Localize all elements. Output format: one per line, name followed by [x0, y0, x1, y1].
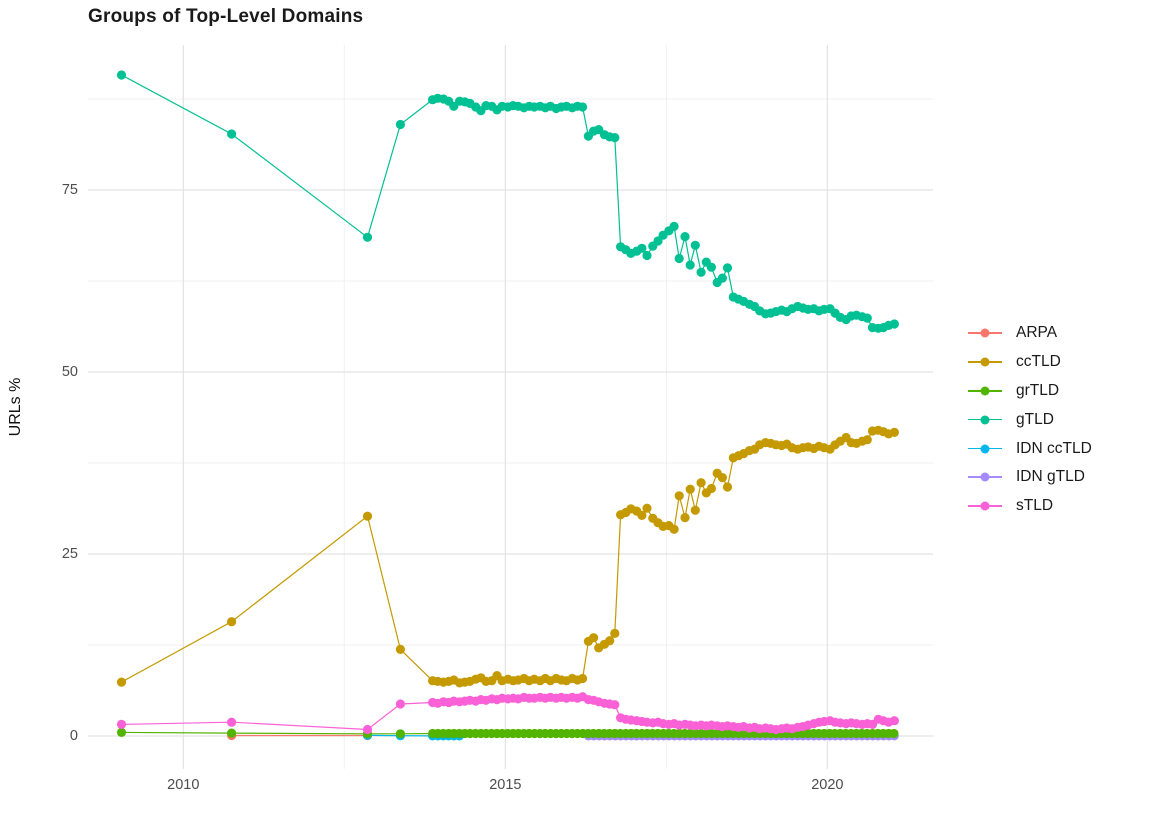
data-point: [706, 483, 717, 494]
legend-label: sTLD: [1016, 497, 1054, 515]
data-point: [889, 716, 900, 726]
data-point: [227, 617, 237, 627]
data-point: [669, 524, 679, 534]
series-stld: [116, 692, 900, 735]
x-tick-label: 2015: [489, 777, 522, 793]
data-point: [116, 70, 127, 80]
data-point: [680, 232, 690, 242]
y-tick-label: 25: [61, 546, 78, 563]
series-cctld: [116, 425, 900, 688]
data-point: [674, 491, 684, 501]
data-point: [680, 513, 690, 523]
chart-title: Groups of Top-Level Domains: [88, 6, 364, 27]
legend-item-cctld: ccTLD: [968, 348, 1092, 377]
data-point: [642, 503, 652, 513]
legend-key-icon: [968, 440, 1002, 458]
data-point: [862, 313, 872, 323]
data-point: [395, 644, 405, 655]
legend: ARPA ccTLD grTLD gTLD IDN ccTLD IDN gTLD sTLD: [968, 319, 1092, 521]
legend-key-icon: [968, 324, 1002, 342]
data-point: [395, 119, 405, 130]
data-point: [674, 253, 684, 264]
data-point: [685, 260, 695, 270]
legend-label: grTLD: [1016, 381, 1060, 399]
data-point: [696, 478, 706, 488]
data-point: [227, 717, 237, 727]
x-tick-label: 2020: [811, 777, 844, 793]
data-point: [605, 636, 615, 646]
data-point: [722, 263, 733, 273]
legend-item-gtld: gTLD: [968, 405, 1092, 434]
data-point: [116, 719, 127, 730]
legend-label: ccTLD: [1016, 353, 1061, 371]
data-point: [395, 699, 405, 709]
data-point: [362, 724, 373, 735]
legend-key-icon: [968, 382, 1002, 400]
data-point: [395, 729, 405, 739]
data-point: [717, 273, 728, 283]
legend-label: ARPA: [1016, 324, 1058, 342]
data-point: [690, 505, 700, 515]
data-point: [589, 633, 599, 643]
data-point: [642, 250, 652, 261]
series-arpa: [227, 730, 373, 741]
data-point: [578, 102, 588, 112]
data-point: [669, 221, 679, 231]
legend-item-stld: sTLD: [968, 492, 1092, 521]
legend-item-idn-gtld: IDN gTLD: [968, 463, 1092, 492]
data-point: [610, 628, 620, 639]
data-point: [637, 243, 647, 253]
data-point: [696, 267, 706, 277]
data-point: [889, 427, 900, 437]
data-point: [690, 240, 700, 250]
series-line: [121, 74, 895, 329]
legend-item-arpa: ARPA: [968, 319, 1092, 348]
legend-label: gTLD: [1016, 410, 1054, 428]
legend-item-idn-cctld: IDN ccTLD: [968, 434, 1092, 463]
x-tick-label: 2010: [167, 777, 200, 793]
data-point: [889, 728, 899, 739]
y-tick-label: 50: [61, 364, 78, 381]
data-point: [862, 435, 872, 445]
legend-label: IDN gTLD: [1016, 468, 1085, 486]
data-point: [116, 727, 127, 738]
series-gtld: [116, 70, 900, 333]
legend-key-icon: [968, 353, 1002, 371]
y-tick-label: 0: [69, 728, 78, 745]
data-point: [889, 319, 900, 329]
legend-key-icon: [968, 411, 1002, 429]
legend-key-icon: [968, 468, 1002, 486]
data-point: [706, 262, 717, 272]
legend-label: IDN ccTLD: [1016, 439, 1092, 457]
data-point: [116, 677, 127, 687]
data-point: [578, 673, 588, 684]
data-point: [362, 511, 373, 521]
data-point: [637, 510, 647, 520]
y-tick-label: 75: [61, 182, 78, 199]
data-point: [685, 484, 695, 494]
legend-item-grtld: grTLD: [968, 377, 1092, 406]
data-point: [717, 473, 728, 483]
data-point: [610, 133, 620, 143]
data-point: [227, 129, 237, 139]
data-point: [722, 482, 733, 492]
data-point: [610, 700, 620, 710]
data-point: [362, 232, 373, 242]
data-point: [227, 728, 237, 738]
legend-key-icon: [968, 497, 1002, 515]
